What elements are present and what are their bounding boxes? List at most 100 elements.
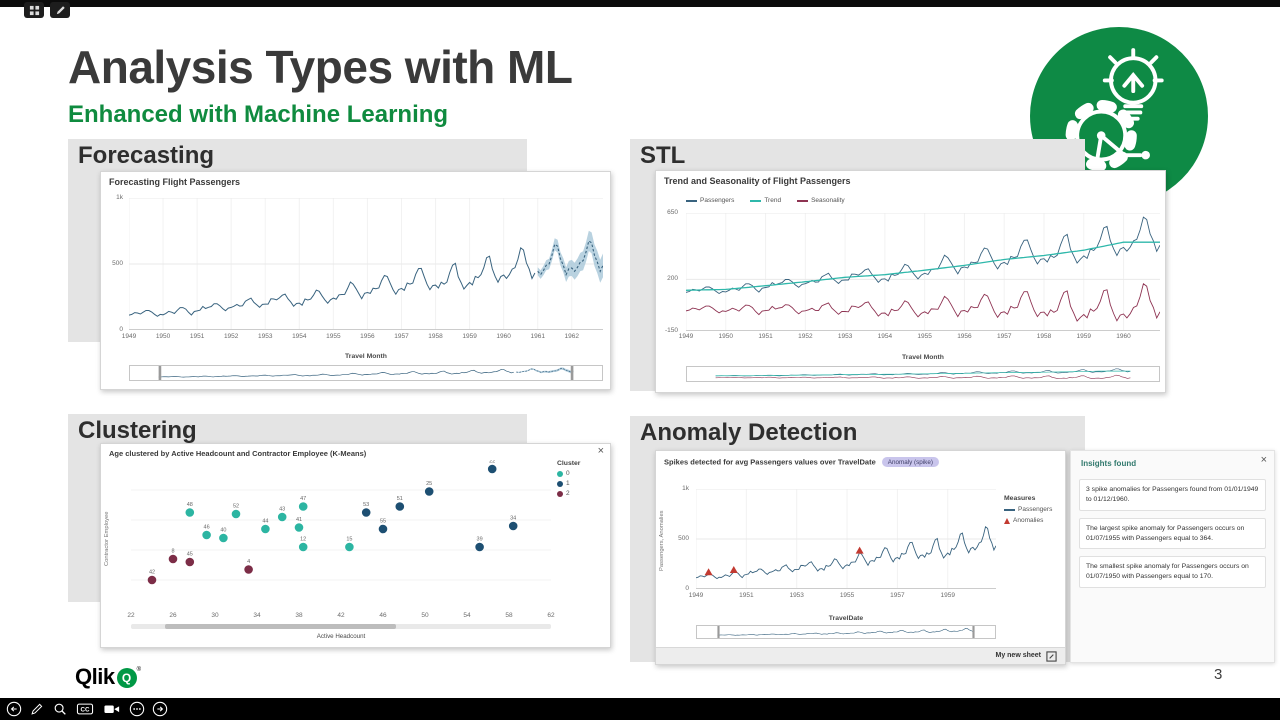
section-title-anomaly: Anomaly Detection [640, 419, 858, 446]
clustering-scatter-plot: 42 8 45 4 48 46 40 52 44 43 47 41 12 15 53 55 51 25 22 39 34 [131, 460, 551, 585]
x-tick-label: 1953 [258, 333, 273, 340]
svg-text:12: 12 [300, 537, 306, 543]
svg-text:8: 8 [171, 549, 174, 555]
section-header-stl: STL [630, 139, 1085, 172]
scrollbar-handle[interactable] [164, 624, 396, 629]
closed-captions-icon: CC [76, 703, 94, 715]
forecast-range-slider[interactable] [129, 365, 603, 381]
chart-title-stl: Trend and Seasonality of Flight Passenge… [664, 176, 851, 186]
svg-text:39: 39 [477, 537, 483, 543]
stl-chart-card: Trend and Seasonality of Flight Passenge… [655, 170, 1166, 393]
x-tick-label: 1956 [957, 333, 972, 340]
x-axis-label: Travel Month [902, 354, 944, 361]
y-tick-label: -150 [664, 327, 678, 334]
x-tick-label: 22 [127, 612, 135, 619]
legend-label: 0 [566, 470, 570, 477]
trend-swatch [750, 199, 762, 202]
forecast-plot [129, 198, 603, 330]
x-tick-label: 1962 [564, 333, 579, 340]
close-icon[interactable]: × [1260, 454, 1267, 466]
pencil-icon [31, 703, 43, 715]
sheet-tab[interactable]: My new sheet [995, 652, 1041, 659]
x-tick-label: 1949 [688, 592, 704, 599]
legend-label: 1 [566, 480, 570, 487]
anomaly-range-slider[interactable] [696, 625, 996, 639]
x-tick-label: 62 [547, 612, 555, 619]
camera-icon [104, 705, 120, 713]
close-icon[interactable]: × [597, 445, 604, 457]
slide-subtitle: Enhanced with Machine Learning [68, 101, 449, 128]
stl-range-slider[interactable] [686, 366, 1160, 382]
section-header-anomaly: Anomaly Detection [630, 416, 1085, 449]
x-axis-label: Active Headcount [316, 633, 366, 640]
qlik-logo: Qlik Q ® [75, 666, 141, 688]
more-button[interactable] [129, 701, 145, 717]
x-tick-label: 1956 [360, 333, 375, 340]
player-controls: CC [0, 698, 1280, 720]
x-tick-label: 1952 [223, 333, 239, 340]
captions-button[interactable]: CC [75, 701, 95, 717]
legend-item-passengers: Passengers [686, 197, 734, 204]
svg-text:4: 4 [247, 559, 250, 565]
chart-title-anomaly: Spikes detected for avg Passengers value… [664, 457, 939, 467]
svg-text:43: 43 [279, 507, 285, 513]
x-tick-label: 1950 [718, 333, 733, 340]
x-tick-label: 1961 [530, 333, 545, 340]
x-axis-label: Travel Month [345, 353, 387, 360]
sheet-edit-icon[interactable] [1046, 651, 1057, 662]
anomaly-chart-card: Spikes detected for avg Passengers value… [655, 450, 1066, 665]
svg-text:51: 51 [397, 496, 403, 502]
x-tick-label: 1951 [758, 333, 773, 340]
insight-card-list: 3 spike anomalies for Passengers found f… [1079, 479, 1266, 589]
x-tick-label: 1949 [678, 333, 694, 340]
top-strip [0, 0, 1280, 7]
legend-item-cluster-1: 1 [557, 480, 580, 487]
x-tick-label: 1954 [877, 333, 893, 340]
section-title-stl: STL [640, 142, 686, 169]
x-axis-stl: 1949 1950 1951 1952 1953 1954 1955 1956 1957 1958… [656, 333, 1165, 343]
section-title-clustering: Clustering [78, 417, 197, 444]
x-tick-label: 30 [211, 612, 219, 619]
y-axis-stl: 650 200 -150 [656, 171, 682, 392]
insight-card[interactable]: The largest spike anomaly for Passengers… [1079, 517, 1266, 550]
camera-button[interactable] [102, 701, 122, 717]
pen-icon [56, 5, 65, 14]
legend-label: Passengers [1018, 506, 1053, 513]
x-tick-label: 1949 [121, 333, 137, 340]
svg-text:52: 52 [233, 504, 239, 510]
x-tick-label: 1954 [292, 333, 307, 340]
corner-pen-tool-icon[interactable] [50, 2, 70, 18]
x-tick-label: 42 [337, 612, 345, 619]
svg-text:55: 55 [380, 519, 386, 525]
y-tick-label: 1k [116, 194, 123, 201]
svg-text:53: 53 [363, 502, 369, 508]
legend-label: 2 [566, 490, 570, 497]
horizontal-scrollbar[interactable] [131, 624, 551, 629]
insights-title: Insights found [1081, 459, 1137, 468]
legend-label: Passengers [700, 197, 735, 204]
x-tick-label: 1958 [428, 333, 443, 340]
forward-button[interactable] [152, 701, 168, 717]
arrow-left-circle-icon [6, 701, 22, 717]
draw-button[interactable] [29, 701, 45, 717]
y-axis-forecasting: 1k 500 0 [101, 172, 127, 389]
x-tick-label: 38 [295, 612, 303, 619]
zoom-button[interactable] [52, 701, 68, 717]
section-header-clustering: Clustering [68, 414, 527, 447]
seasonality-swatch [797, 199, 809, 202]
y-tick-label: 1k [682, 485, 689, 492]
legend-label: Anomalies [1013, 517, 1044, 524]
svg-text:CC: CC [81, 706, 90, 713]
page-number: 3 [1214, 666, 1223, 683]
corner-grid-tool-icon[interactable] [24, 2, 44, 18]
x-tick-label: 1957 [996, 333, 1012, 340]
insight-card[interactable]: The smallest spike anomaly for Passenger… [1079, 556, 1266, 589]
back-button[interactable] [6, 701, 22, 717]
legend-title: Measures [1004, 495, 1036, 502]
x-tick-label: 1957 [394, 333, 409, 340]
y-tick-label: 650 [667, 209, 678, 216]
x-tick-label: 1950 [155, 333, 171, 340]
x-tick-label: 1952 [798, 333, 813, 340]
insight-card[interactable]: 3 spike anomalies for Passengers found f… [1079, 479, 1266, 511]
svg-text:15: 15 [346, 537, 352, 543]
